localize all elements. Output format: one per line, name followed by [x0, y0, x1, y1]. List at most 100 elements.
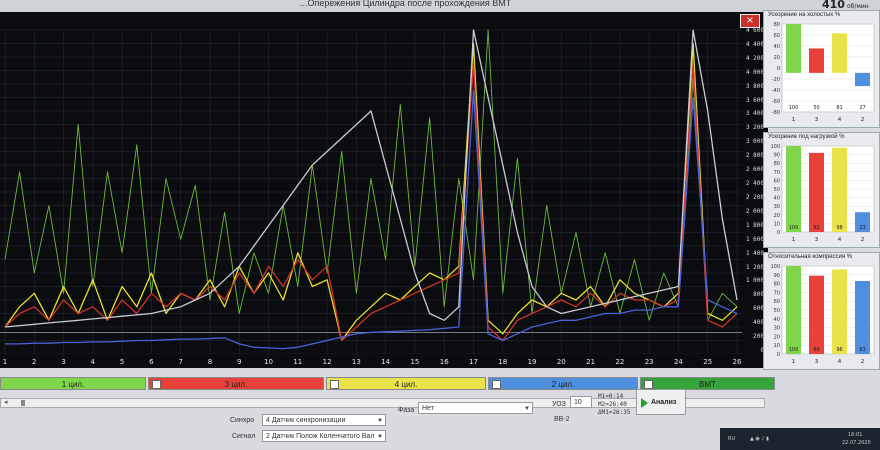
cylinder-label: ВМТ — [699, 380, 716, 389]
panel-1: Ускорение на холостых % 80 60 40 20 0 -20 -40 -6… — [763, 10, 880, 128]
bar-cyl-4 — [832, 147, 847, 232]
rpm-unit: об/мин — [846, 3, 869, 10]
language-indicator[interactable]: RU — [728, 436, 736, 442]
bar-cylinder-label: 4 — [838, 237, 842, 243]
checkbox-icon[interactable] — [330, 380, 339, 389]
clock-time: 16:01 — [848, 432, 863, 438]
oscillogram-plot[interactable]: 1 2 3 4 5 6 7 8 9 10 11 12 13 14 15 16 17 18 19 20 21 22 23 24 2… — [0, 12, 768, 368]
bar-value-label: 27 — [859, 105, 865, 111]
y-tick-label: 60 — [774, 299, 780, 305]
panel-2: Ускорение под нагрузкой % 100 90 80 70 60 50 40… — [763, 132, 880, 248]
y-tick-label: -60 — [772, 99, 780, 105]
x-tick-label: 25 — [703, 358, 712, 366]
y-tick-label: 80 — [774, 282, 780, 288]
signal-label: Сигнал — [232, 433, 256, 440]
bar-cyl-2 — [855, 212, 870, 232]
cylinder-label: 4 цил. — [394, 380, 418, 389]
series-line-4 — [5, 90, 738, 350]
panel-title: Относительная компрессия % — [768, 254, 853, 260]
y-tick-label: 20 — [774, 55, 780, 61]
bar-value-label: 89 — [813, 347, 819, 353]
y-tick-label: 1 000 — [745, 277, 764, 285]
bar-cylinder-label: 1 — [792, 359, 796, 365]
bar-cyl-1 — [786, 266, 801, 354]
series-line-5 — [4, 29, 738, 328]
taskbar: RU ▲ ◉ ♪ ▮ 16:01 22.07.2020 — [720, 428, 880, 450]
sync-label: Синхро — [230, 417, 255, 424]
y-tick-label: 20 — [774, 213, 780, 219]
scroll-thumb[interactable] — [21, 400, 25, 406]
y-tick-label: 2 600 — [745, 166, 764, 174]
bar-value-label: 83 — [859, 347, 865, 353]
x-tick-label: 1 — [3, 358, 7, 366]
y-tick-label: 4 600 — [745, 27, 764, 34]
y-tick-label: 2 800 — [745, 152, 764, 160]
uoz-input[interactable]: 10 — [570, 396, 592, 408]
phase-label: Фаза — [398, 407, 415, 414]
chevron-down-icon: ▼ — [524, 406, 530, 412]
bar-cyl-1 — [786, 24, 801, 73]
y-tick-label: -80 — [772, 110, 780, 116]
bar-value-label: 100 — [789, 347, 799, 353]
y-tick-label: 40 — [774, 196, 780, 202]
y-tick-label: 50 — [774, 308, 780, 314]
y-tick-label: 3 800 — [745, 82, 764, 90]
bar-value-label: 92 — [813, 225, 819, 231]
y-tick-label: 4 000 — [745, 68, 764, 76]
cylinder-label: 3 цил. — [224, 380, 248, 389]
bar-cylinder-label: 4 — [838, 359, 842, 365]
checkbox-icon[interactable] — [644, 380, 653, 389]
series-line-3 — [4, 63, 738, 342]
sync-dropdown[interactable]: 4 Датчик синхронизации ▼ — [262, 414, 386, 426]
chevron-down-icon: ▼ — [377, 418, 383, 424]
y-tick-label: 100 — [770, 144, 780, 150]
bar-cyl-4 — [832, 33, 847, 73]
cylinder-toggle-4[interactable]: 2 цил. — [488, 377, 638, 390]
bar-value-label: 98 — [836, 225, 842, 231]
x-tick-label: 3 — [61, 358, 65, 366]
phase-dropdown[interactable]: Нет ▼ — [418, 402, 533, 414]
y-tick-label: 1 200 — [745, 263, 764, 271]
panel-3: Относительная компрессия % 100 90 80 70 60 50 4… — [763, 252, 880, 370]
bar-cylinder-label: 4 — [838, 117, 842, 123]
y-tick-label: -40 — [772, 88, 780, 94]
bar-cyl-2 — [855, 280, 870, 354]
x-tick-label: 19 — [528, 358, 537, 366]
marker-m1: M1=0:14 — [598, 393, 624, 400]
x-tick-label: 5 — [120, 358, 124, 366]
marker-m2: M2=26:40 — [598, 401, 627, 408]
checkbox-icon[interactable] — [492, 380, 501, 389]
cylinder-label: 1 цил. — [61, 380, 85, 389]
clock-date: 22.07.2020 — [842, 440, 871, 446]
x-tick-label: 12 — [323, 358, 332, 366]
bar-value-label: 96 — [836, 347, 842, 353]
y-tick-label: 80 — [774, 22, 780, 28]
x-tick-label: 9 — [237, 358, 241, 366]
horizontal-scrollbar[interactable]: ◂ — [0, 398, 765, 408]
x-tick-label: 11 — [293, 358, 302, 366]
y-tick-label: 400 — [753, 319, 764, 327]
checkbox-icon[interactable] — [152, 380, 161, 389]
bar-cylinder-label: 2 — [861, 237, 865, 243]
bar-cylinder-label: 1 — [792, 117, 796, 123]
x-tick-label: 20 — [557, 358, 566, 366]
y-tick-label: 0 — [777, 66, 780, 72]
panel-title: Ускорение под нагрузкой % — [768, 134, 845, 140]
cylinder-toggle-2[interactable]: 3 цил. — [148, 377, 324, 390]
chevron-down-icon: ▼ — [377, 434, 383, 440]
signal-dropdown[interactable]: 2 Датчик Полож Коленчатого Вал ▼ — [262, 430, 386, 442]
tray-icons[interactable]: ▲ ◉ ♪ ▮ — [750, 436, 769, 442]
cylinder-toggle-5[interactable]: ВМТ — [640, 377, 775, 390]
y-tick-label: 70 — [774, 170, 780, 176]
x-tick-label: 23 — [645, 358, 654, 366]
close-button[interactable]: × — [740, 14, 760, 28]
cylinder-toggle-1[interactable]: 1 цил. — [0, 377, 146, 390]
cylinder-toggle-3[interactable]: 4 цил. — [326, 377, 486, 390]
bar-cyl-3 — [809, 48, 824, 73]
analyze-button[interactable]: Анализ — [636, 389, 686, 415]
bar-cylinder-label: 2 — [861, 117, 865, 123]
scroll-left-icon[interactable]: ◂ — [4, 399, 8, 406]
x-tick-label: 22 — [615, 358, 624, 366]
x-tick-label: 15 — [410, 358, 419, 366]
y-tick-label: 30 — [774, 326, 780, 332]
